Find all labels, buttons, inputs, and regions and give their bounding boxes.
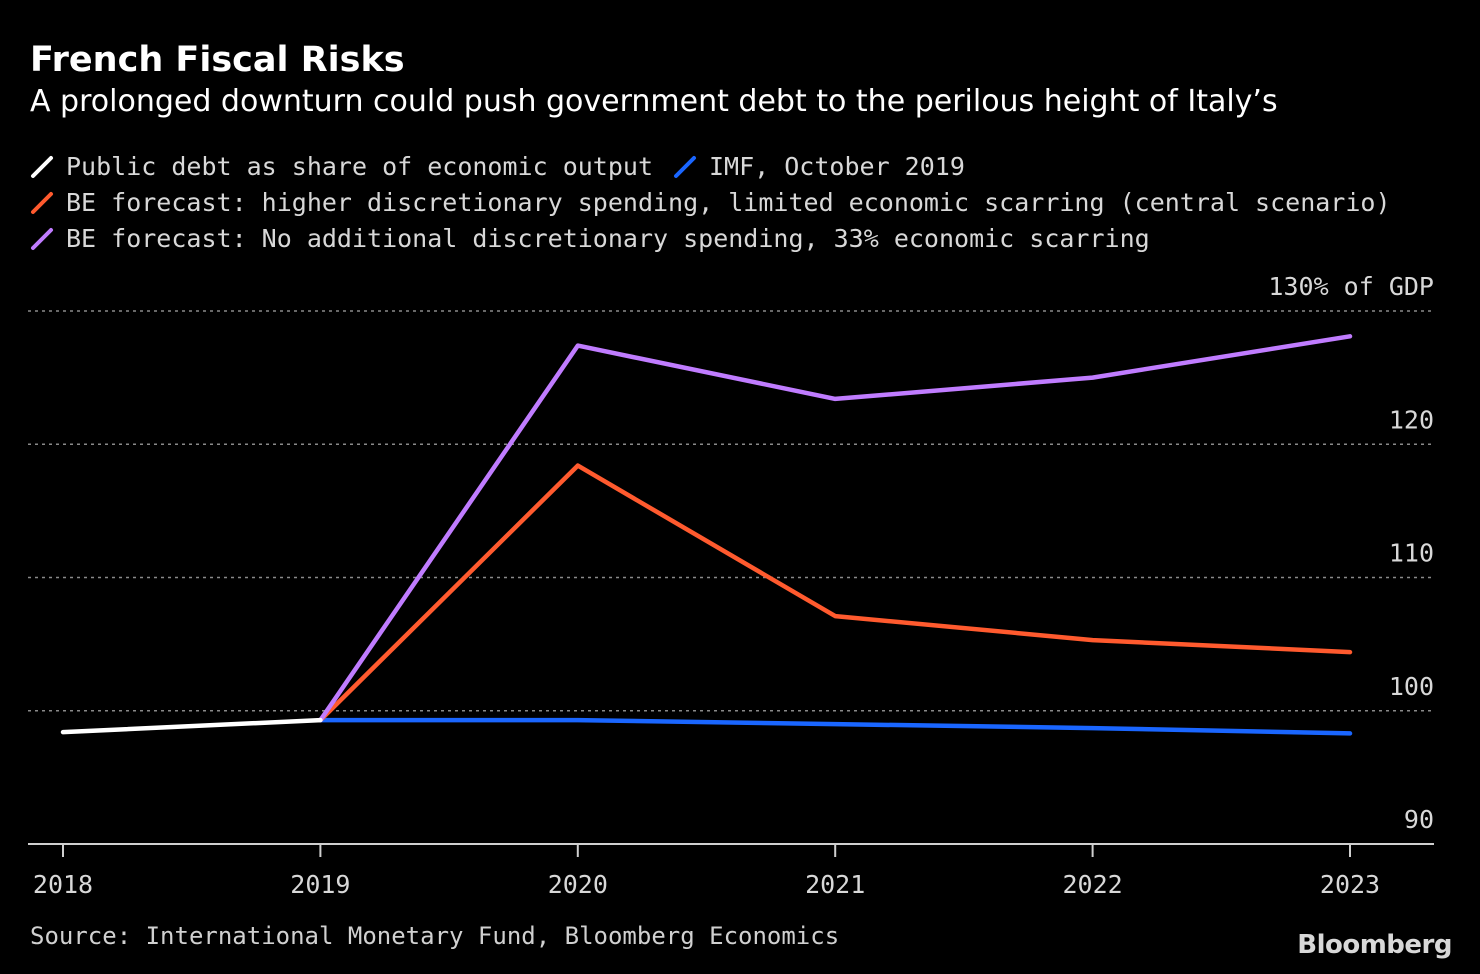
x-tick-label: 2020 [548, 870, 608, 899]
legend-label-be-central: BE forecast: higher discretionary spendi… [66, 188, 1391, 217]
legend-row-1: Public debt as share of economic output … [30, 152, 965, 181]
legend-label-public-debt: Public debt as share of economic output [66, 152, 653, 181]
y-tick-label: 120 [1389, 405, 1434, 434]
series-line [318, 717, 1353, 736]
legend-row-3: BE forecast: No additional discretionary… [30, 224, 1150, 253]
series-line [318, 463, 1353, 723]
legend-label-imf: IMF, October 2019 [709, 152, 965, 181]
x-tick-label: 2022 [1062, 870, 1122, 899]
chart-title: French Fiscal Risks [30, 40, 405, 80]
x-tick-label: 2019 [290, 870, 350, 899]
series-line [318, 334, 1353, 723]
y-tick-label: 90 [1404, 805, 1434, 834]
legend-swatch-be-scarring [30, 227, 54, 251]
legend-swatch-public-debt [30, 155, 54, 179]
legend-row-2: BE forecast: higher discretionary spendi… [30, 188, 1391, 217]
chart-subtitle: A prolonged downturn could push governme… [30, 84, 1278, 119]
x-tick-label: 2023 [1320, 870, 1380, 899]
y-tick-label: 110 [1389, 539, 1434, 568]
y-tick-label: 100 [1389, 672, 1434, 701]
series-line [60, 717, 323, 735]
x-tick-label: 2021 [805, 870, 865, 899]
y-tick-label: 130% of GDP [1268, 272, 1434, 301]
legend-swatch-imf [673, 155, 697, 179]
legend-swatch-be-central [30, 191, 54, 215]
legend-label-be-scarring: BE forecast: No additional discretionary… [66, 224, 1150, 253]
x-tick-label: 2018 [33, 870, 93, 899]
source-note: Source: International Monetary Fund, Blo… [30, 922, 840, 950]
bloomberg-logo: Bloomberg [1297, 930, 1452, 960]
